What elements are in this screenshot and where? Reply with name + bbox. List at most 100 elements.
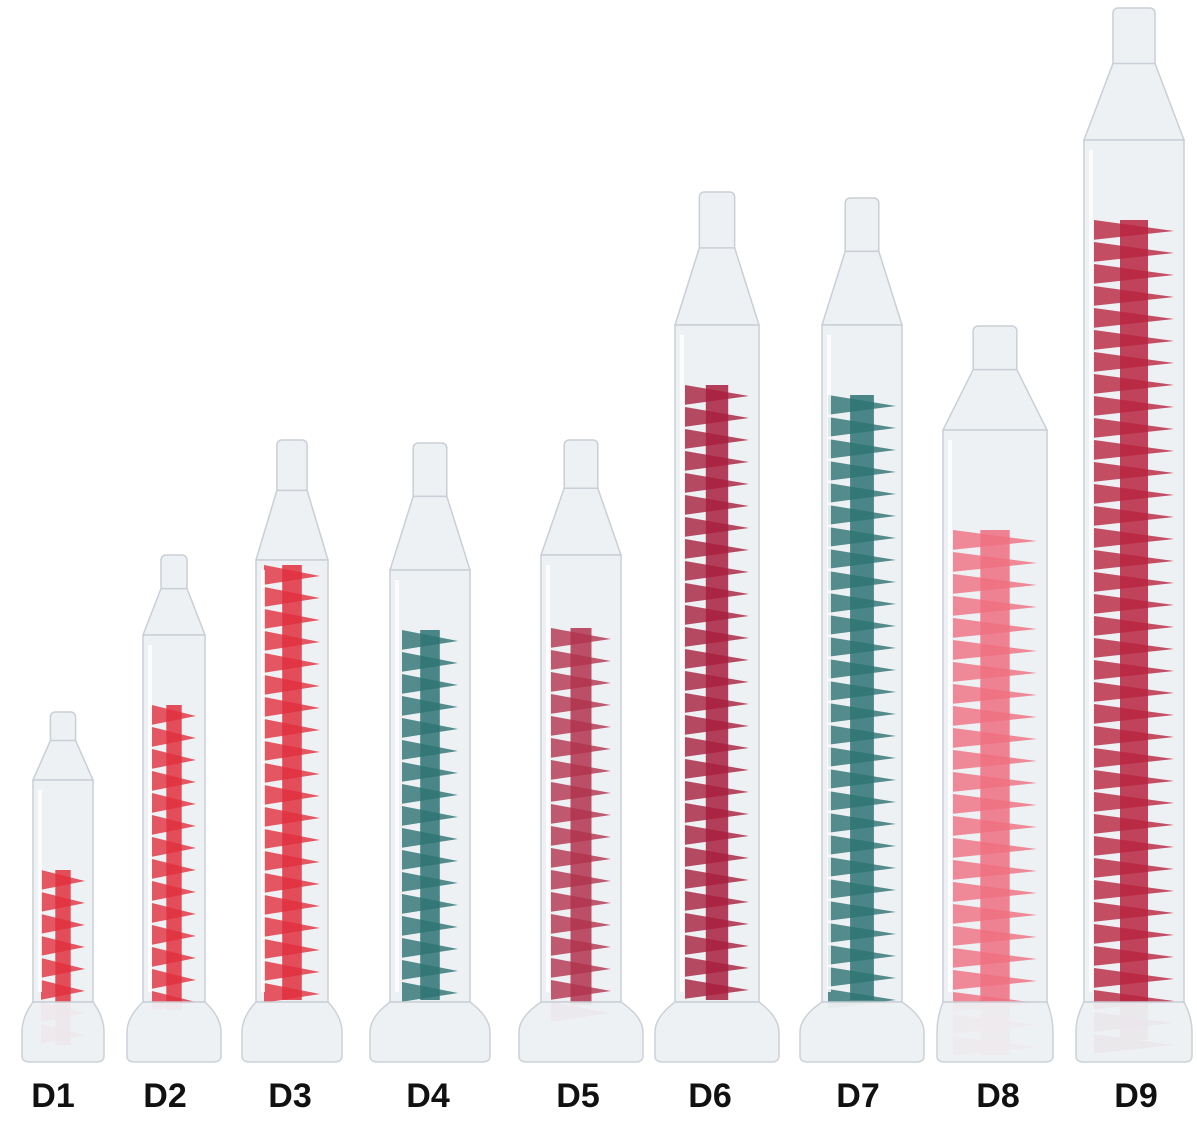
nozzle-tip (160, 554, 188, 592)
mixer-blade (685, 451, 749, 471)
mixer-blade (953, 970, 1037, 990)
mixer-blade (551, 936, 611, 956)
nozzle-highlight (261, 570, 265, 992)
mixer-core (980, 530, 1010, 1055)
mixer-blade (264, 961, 320, 981)
mixer-blade (152, 793, 196, 813)
nozzle-d7 (799, 197, 925, 1063)
mixer-blade (828, 769, 896, 789)
mixer-blade (1094, 462, 1174, 482)
mixer-blade (828, 505, 896, 525)
mixer-blade (402, 894, 458, 914)
mixer-blade (685, 913, 749, 933)
label-d8: D8 (976, 1077, 1020, 1115)
mixer-blade (953, 530, 1037, 550)
nozzle-base (241, 1001, 343, 1063)
mixer-core (705, 385, 729, 1000)
mixer-blade (551, 694, 611, 714)
mixer-blade (685, 671, 749, 691)
mixer-blade (1094, 528, 1174, 548)
mixer-blade (152, 705, 196, 725)
nozzle-highlight (148, 645, 152, 992)
mixer-blade (685, 627, 749, 647)
nozzle-taper (31, 739, 95, 781)
mixer-blade (685, 957, 749, 977)
nozzle-base (369, 1001, 491, 1063)
mixer-blade (828, 593, 896, 613)
mixer-blade (953, 596, 1037, 616)
mixer-blade (264, 807, 320, 827)
mixer-blade (953, 750, 1037, 770)
mixer-blade (402, 762, 458, 782)
mixer-blade (828, 703, 896, 723)
nozzle-taper (673, 247, 761, 326)
nozzle-taper (141, 587, 207, 636)
mixer-blade (1094, 352, 1174, 372)
mixer-blade (828, 461, 896, 481)
mixer-blade (685, 715, 749, 735)
mixer-blade (1094, 924, 1174, 944)
mixer-blade (1094, 660, 1174, 680)
mixer-blade (828, 483, 896, 503)
mixer-blade (264, 565, 320, 585)
nozzle-taper (539, 487, 623, 556)
mixer-blade (551, 980, 611, 1000)
mixer-blade (953, 948, 1037, 968)
mixer-blade (264, 785, 320, 805)
mixer-blade (264, 895, 320, 915)
nozzle-taper (254, 489, 330, 561)
mixer-blade (1094, 858, 1174, 878)
nozzle-tip (972, 325, 1018, 374)
nozzle-tip (1112, 7, 1156, 69)
mixer-blade (264, 939, 320, 959)
mixer-blade (685, 561, 749, 581)
nozzle-highlight (395, 580, 399, 992)
nozzle-taper (941, 368, 1049, 431)
mixer-blade (953, 728, 1037, 748)
mixer-blade (41, 914, 85, 934)
mixer-blade (551, 650, 611, 670)
mixer-blade (264, 697, 320, 717)
mixer-blade (264, 763, 320, 783)
nozzle-d1 (21, 711, 105, 1063)
mixer-blade (264, 851, 320, 871)
mixer-blade (685, 539, 749, 559)
mixer-blade (828, 835, 896, 855)
mixer-blade (402, 674, 458, 694)
mixer-blade (1094, 682, 1174, 702)
mixer-blade (685, 473, 749, 493)
mixer-blade (685, 583, 749, 603)
mixer-blade (551, 804, 611, 824)
mixer-blade (953, 662, 1037, 682)
nozzle-d5 (518, 439, 644, 1063)
mixer-blade (828, 725, 896, 745)
mixer-blade (551, 628, 611, 648)
mixer-blade (1094, 330, 1174, 350)
mixer-blade (828, 527, 896, 547)
mixer-blade (402, 938, 458, 958)
mixer-blade (828, 901, 896, 921)
nozzle-taper (820, 250, 904, 326)
mixer-blade (264, 719, 320, 739)
label-d9: D9 (1114, 1077, 1158, 1115)
mixer-blade (1094, 748, 1174, 768)
mixer-blade (685, 891, 749, 911)
mixer-blade (685, 429, 749, 449)
mixer-blade (685, 407, 749, 427)
mixer-blade (551, 782, 611, 802)
nozzle-base (654, 1001, 780, 1063)
mixer-blade (1094, 946, 1174, 966)
nozzle-base (21, 1001, 105, 1063)
mixer-blade (828, 747, 896, 767)
mixer-blade (152, 771, 196, 791)
mixer-blade (402, 740, 458, 760)
mixer-blade (828, 571, 896, 591)
mixer-blade (152, 749, 196, 769)
mixer-blade (551, 848, 611, 868)
mixer-blade (1094, 440, 1174, 460)
nozzle-taper (1082, 62, 1186, 141)
mixer-blade (41, 980, 85, 1000)
nozzle-highlight (38, 790, 42, 992)
label-d7: D7 (836, 1077, 880, 1115)
mixer-blade (685, 759, 749, 779)
